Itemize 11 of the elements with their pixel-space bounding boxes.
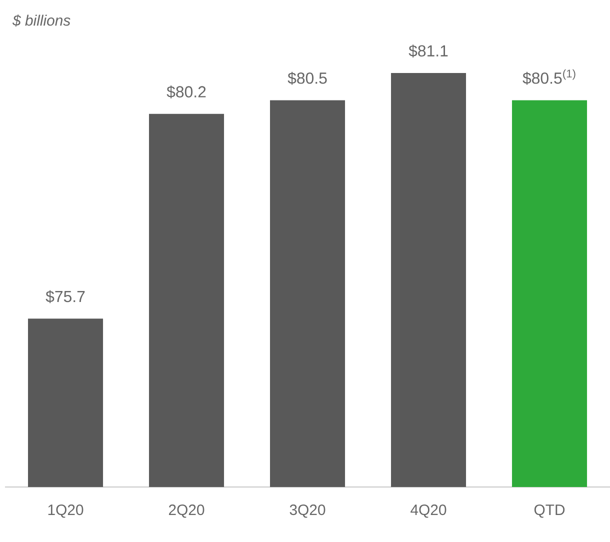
data-label: $75.7 [46,290,85,304]
data-label: $80.2 [166,86,206,98]
x-tick-label: 3Q20 [290,504,326,518]
x-tick-label: 1Q20 [48,504,84,518]
data-label: $81.1 [408,44,448,58]
data-label: $80.5 [288,72,327,85]
y-axis-title: $ billions [12,14,70,27]
x-tick-label: QTD [534,504,565,518]
x-tick-label: 2Q20 [168,504,204,518]
data-label: $80.5$^{(1)}$ [522,69,576,85]
x-tick-label: 4Q20 [410,504,446,518]
